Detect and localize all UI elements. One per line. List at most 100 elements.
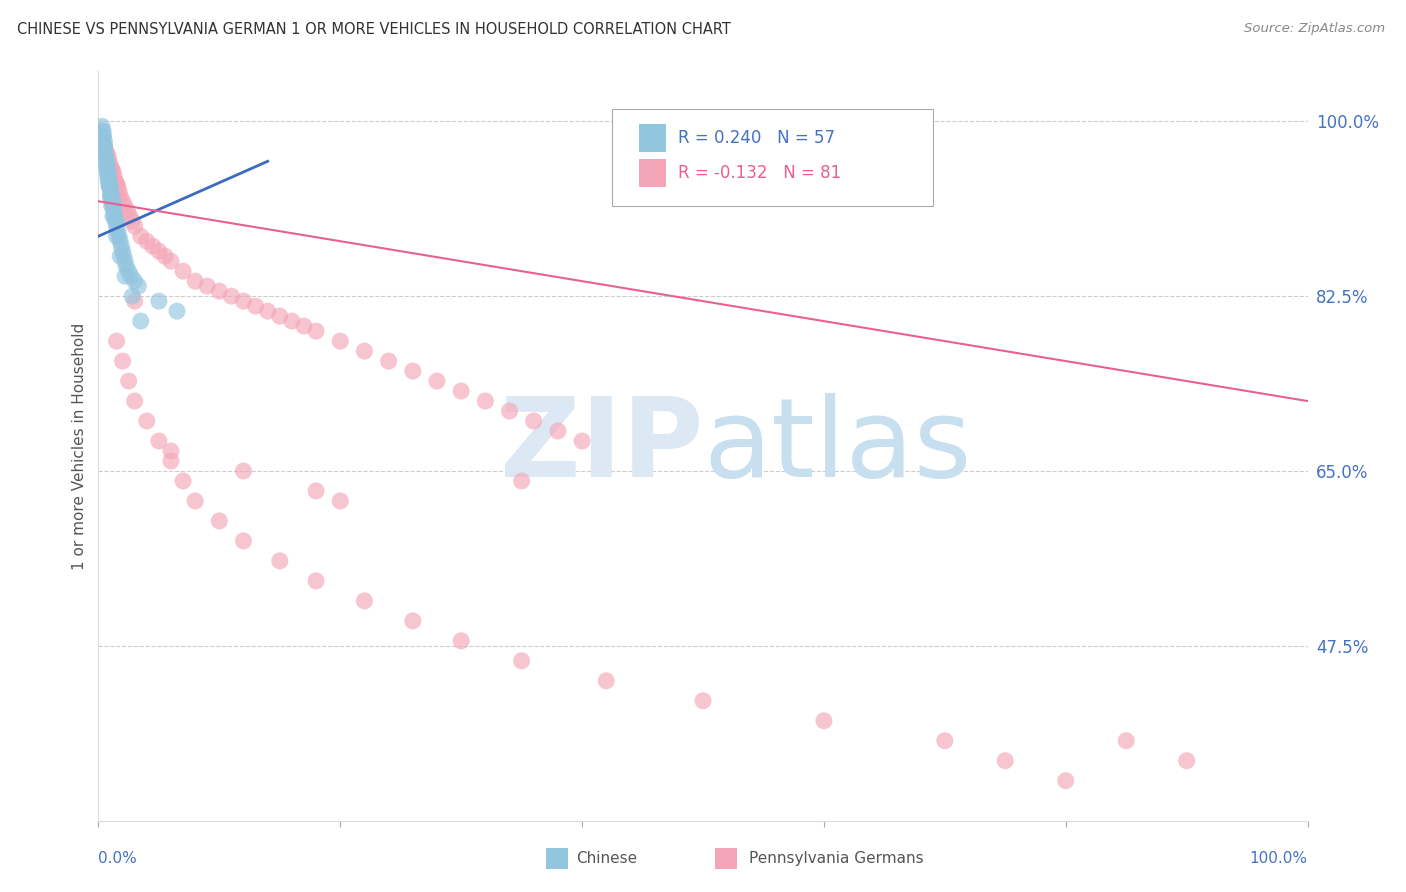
Point — [111, 244, 134, 259]
Point — [101, 194, 124, 209]
Point — [96, 164, 118, 178]
Point — [329, 334, 352, 348]
Point — [91, 129, 114, 144]
Point — [523, 414, 546, 428]
Point — [103, 204, 125, 219]
Point — [107, 224, 129, 238]
Point — [208, 284, 231, 298]
Point — [120, 269, 142, 284]
Point — [98, 179, 121, 194]
Point — [94, 149, 117, 163]
Point — [269, 554, 291, 568]
Point — [107, 179, 129, 194]
Point — [98, 154, 121, 169]
Text: R = -0.132   N = 81: R = -0.132 N = 81 — [678, 164, 841, 182]
FancyBboxPatch shape — [638, 159, 665, 187]
Point — [129, 314, 152, 328]
Point — [93, 134, 115, 148]
Point — [232, 533, 254, 548]
Point — [91, 120, 114, 134]
Point — [108, 249, 131, 263]
Point — [96, 159, 118, 173]
Point — [105, 214, 128, 228]
Point — [97, 169, 120, 184]
Point — [305, 483, 328, 498]
Text: CHINESE VS PENNSYLVANIA GERMAN 1 OR MORE VEHICLES IN HOUSEHOLD CORRELATION CHART: CHINESE VS PENNSYLVANIA GERMAN 1 OR MORE… — [17, 22, 731, 37]
Point — [114, 199, 136, 213]
Point — [118, 264, 141, 278]
Point — [121, 214, 143, 228]
Point — [184, 494, 207, 508]
Point — [96, 146, 118, 161]
Point — [114, 269, 136, 284]
Point — [101, 164, 124, 178]
Point — [108, 189, 131, 203]
Point — [153, 249, 176, 263]
Point — [256, 304, 278, 318]
Point — [100, 179, 122, 194]
Point — [195, 279, 218, 293]
FancyBboxPatch shape — [638, 124, 665, 153]
Point — [100, 159, 122, 173]
Point — [402, 364, 425, 378]
Point — [510, 474, 533, 488]
Point — [112, 249, 135, 263]
Point — [172, 264, 194, 278]
Point — [402, 614, 425, 628]
Point — [105, 219, 128, 234]
Text: Source: ZipAtlas.com: Source: ZipAtlas.com — [1244, 22, 1385, 36]
Point — [595, 673, 617, 688]
Text: atlas: atlas — [703, 392, 972, 500]
Point — [281, 314, 304, 328]
Point — [98, 174, 121, 188]
Point — [100, 162, 122, 177]
Point — [269, 309, 291, 323]
Point — [108, 229, 131, 244]
Point — [305, 574, 328, 588]
Point — [135, 414, 157, 428]
Text: Pennsylvania Germans: Pennsylvania Germans — [749, 851, 924, 866]
Point — [104, 174, 127, 188]
Point — [108, 184, 131, 198]
Point — [118, 374, 141, 388]
Point — [94, 145, 117, 159]
Point — [93, 139, 115, 153]
Point — [221, 289, 243, 303]
Point — [97, 149, 120, 163]
Point — [148, 434, 170, 448]
Point — [305, 324, 328, 338]
Text: 100.0%: 100.0% — [1250, 851, 1308, 865]
Text: R = 0.240   N = 57: R = 0.240 N = 57 — [678, 129, 835, 147]
Point — [104, 214, 127, 228]
Point — [96, 159, 118, 173]
FancyBboxPatch shape — [546, 848, 568, 870]
Point — [94, 149, 117, 163]
Point — [813, 714, 835, 728]
Point — [124, 274, 146, 288]
Point — [142, 239, 165, 253]
Y-axis label: 1 or more Vehicles in Household: 1 or more Vehicles in Household — [72, 322, 87, 570]
Text: 0.0%: 0.0% — [98, 851, 138, 865]
Point — [91, 124, 114, 138]
Point — [166, 304, 188, 318]
Text: Chinese: Chinese — [576, 851, 637, 866]
Point — [1175, 754, 1198, 768]
Point — [117, 204, 139, 219]
Point — [450, 633, 472, 648]
Point — [111, 354, 134, 368]
Point — [100, 189, 122, 203]
Point — [353, 344, 375, 359]
Point — [105, 334, 128, 348]
Point — [100, 189, 122, 203]
Point — [121, 289, 143, 303]
Point — [103, 169, 125, 184]
Point — [124, 219, 146, 234]
Point — [1115, 733, 1137, 747]
Point — [129, 229, 152, 244]
Point — [105, 229, 128, 244]
Point — [103, 209, 125, 223]
Point — [100, 199, 122, 213]
Point — [450, 384, 472, 398]
Point — [115, 259, 138, 273]
Point — [101, 199, 124, 213]
